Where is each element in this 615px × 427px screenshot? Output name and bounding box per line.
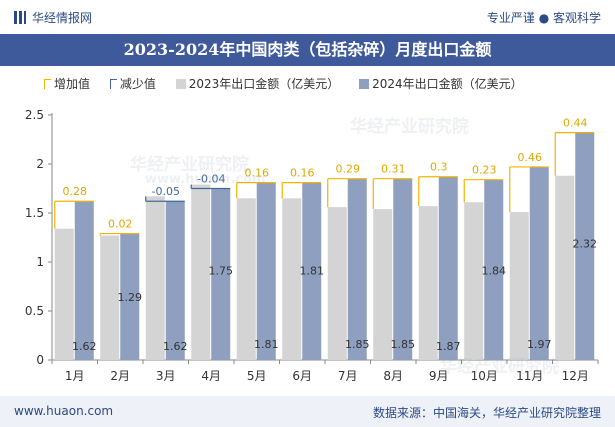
bar-2024	[120, 233, 140, 360]
chart-title: 2023-2024年中国肉类（包括杂碎）月度出口金额	[123, 40, 492, 59]
footer-url: www.huaon.com	[14, 404, 114, 418]
value-label-2024: 1.84	[482, 265, 507, 278]
value-label-2024: 1.87	[436, 340, 461, 353]
bar-2023	[327, 207, 347, 360]
bar-2023	[100, 235, 120, 360]
legend-2023-swatch	[175, 79, 186, 89]
bar-chart: 0 0.5 1 1.5 2 2.5 0.28 1.62 1月 0.02 1.29 2月 -0.05 1.6…	[25, 108, 599, 383]
value-label-2024: 1.62	[72, 340, 97, 353]
legend-2023: 2023年出口金额（亿美元）	[175, 75, 339, 92]
change-label: 0.3	[430, 161, 448, 174]
bar-2023	[54, 228, 74, 360]
watermark-1: 华经产业研究院	[130, 155, 249, 175]
bar-2024	[256, 182, 276, 360]
change-label: 0.46	[518, 151, 543, 164]
value-label-2024: 1.62	[163, 340, 188, 353]
x-tick-label: 2月	[110, 369, 130, 383]
x-tick-label: 7月	[338, 369, 358, 383]
x-tick-label: 1月	[65, 369, 85, 383]
brand-slogan: 专业严谨 ● 客观科学	[486, 11, 601, 25]
bar-2024	[347, 178, 367, 360]
value-label-2024: 1.29	[118, 291, 143, 304]
brand-logo: 华经情报网	[14, 9, 92, 26]
x-tick-label: 10月	[471, 369, 498, 383]
y-tick-label: 0	[36, 353, 44, 367]
legend-decrease: 减少值	[109, 75, 156, 92]
bar-2023	[145, 196, 165, 360]
legend-increase: 增加值	[44, 75, 90, 92]
y-tick-label: 0.5	[25, 304, 44, 318]
footer: www.huaon.com 数据来源：中国海关，华经产业研究院整理	[0, 396, 615, 427]
legend-2024: 2024年出口金额（亿美元）	[359, 75, 523, 92]
x-tick-label: 12月	[562, 369, 589, 383]
x-tick-label: 3月	[156, 369, 176, 383]
change-label: 0.23	[472, 164, 497, 177]
x-tick-label: 6月	[292, 369, 312, 383]
legend-decrease-swatch	[109, 79, 117, 89]
value-label-2024: 2.32	[573, 237, 598, 250]
x-tick-label: 9月	[429, 369, 449, 383]
value-label-2024: 1.81	[254, 338, 279, 351]
change-label: 0.02	[108, 218, 133, 231]
y-tick-label: 2	[36, 157, 44, 171]
bar-2023	[464, 202, 484, 360]
bar-2024	[575, 132, 595, 360]
footer-source: 数据来源：中国海关，华经产业研究院整理	[372, 406, 601, 420]
chart-legend: 增加值 减少值 2023年出口金额（亿美元） 2024年出口金额（亿美元）	[44, 75, 539, 91]
change-label: 0.29	[336, 163, 361, 176]
bar-2023	[236, 198, 256, 360]
bar-2023	[509, 212, 529, 360]
change-label: 0.16	[245, 167, 270, 180]
bar-2023	[555, 175, 575, 360]
watermark-2: 华经产业研究院	[350, 117, 469, 137]
watermark-url-1: www.huaon.com	[145, 172, 266, 187]
bar-2023	[282, 198, 302, 360]
bar-2024	[529, 166, 549, 360]
y-tick-label: 1	[36, 255, 44, 269]
change-label: 0.44	[563, 117, 588, 130]
x-tick-label: 8月	[383, 369, 403, 383]
change-label: 0.31	[381, 163, 406, 176]
top-bar: 华经情报网 专业严谨 ● 客观科学	[0, 0, 615, 34]
logo-text: 华经情报网	[32, 11, 93, 25]
legend-increase-swatch	[44, 79, 51, 89]
bar-2024	[165, 201, 185, 360]
watermark-3: 华经产业研究院	[440, 357, 559, 377]
x-tick-label: 4月	[201, 369, 221, 383]
bar-2024	[438, 176, 458, 360]
x-tick-label: 5月	[247, 369, 267, 383]
bar-2024	[393, 178, 413, 360]
value-label-2024: 1.97	[527, 338, 552, 351]
change-label: 0.28	[63, 185, 88, 198]
value-label-2024: 1.75	[209, 265, 234, 278]
change-label: -0.05	[152, 185, 180, 198]
bar-2024	[74, 201, 94, 360]
bar-2023	[418, 206, 438, 360]
y-tick-label: 1.5	[25, 206, 44, 220]
value-label-2024: 1.81	[300, 265, 325, 278]
bar-2024	[211, 188, 231, 360]
legend-2024-swatch	[359, 79, 370, 89]
logo-icon	[14, 11, 26, 24]
title-bar: 2023-2024年中国肉类（包括杂碎）月度出口金额	[0, 34, 615, 66]
change-label: 0.16	[290, 167, 315, 180]
bar-2024	[484, 179, 504, 360]
value-label-2024: 1.85	[391, 338, 416, 351]
bar-2023	[373, 209, 393, 360]
bar-2024	[302, 182, 322, 360]
y-tick-label: 2.5	[25, 108, 44, 122]
value-label-2024: 1.85	[345, 338, 370, 351]
x-tick-label: 11月	[516, 369, 543, 383]
change-label: -0.04	[197, 173, 225, 186]
bar-2023	[191, 184, 211, 360]
